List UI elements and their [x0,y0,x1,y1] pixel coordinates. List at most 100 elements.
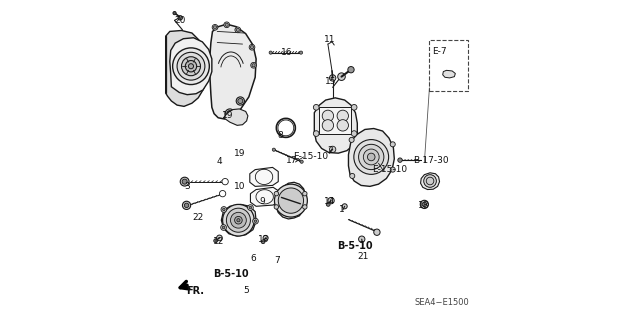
Text: 1: 1 [339,205,344,214]
Circle shape [212,25,218,30]
Circle shape [351,105,357,110]
Circle shape [326,203,330,206]
Text: 14: 14 [324,197,335,206]
Circle shape [354,140,388,174]
Circle shape [330,75,336,81]
Polygon shape [443,70,455,78]
Text: E-15-10: E-15-10 [372,165,407,174]
Polygon shape [166,31,211,106]
Text: FR.: FR. [186,286,204,296]
Circle shape [337,110,348,122]
Circle shape [223,208,225,211]
Circle shape [252,64,255,67]
Text: 12: 12 [212,237,224,246]
Text: 8: 8 [278,131,284,140]
Circle shape [300,160,303,163]
Circle shape [222,178,228,185]
Circle shape [424,175,436,187]
Circle shape [250,46,253,49]
Circle shape [214,239,218,243]
Circle shape [337,120,348,131]
Circle shape [230,212,246,228]
Text: B-17-30: B-17-30 [413,156,449,165]
Circle shape [303,191,307,196]
Circle shape [173,11,176,15]
Polygon shape [348,129,394,186]
Circle shape [272,148,275,151]
Circle shape [330,146,336,152]
Polygon shape [275,182,306,219]
Circle shape [180,177,189,186]
Circle shape [322,110,333,122]
Circle shape [269,51,272,54]
Text: 6: 6 [251,254,257,263]
Text: 9: 9 [260,197,266,206]
Circle shape [227,110,233,117]
Circle shape [358,236,365,242]
Circle shape [182,57,200,76]
Circle shape [364,149,379,165]
Circle shape [422,202,427,207]
Circle shape [348,67,354,73]
Circle shape [227,208,250,232]
Circle shape [447,71,452,77]
Text: 16: 16 [281,48,292,57]
Circle shape [338,73,346,80]
Circle shape [221,225,227,230]
Circle shape [367,153,375,161]
Circle shape [177,52,205,80]
Text: 7: 7 [275,256,280,264]
Text: B-5-10: B-5-10 [213,269,248,279]
Text: 19: 19 [222,111,234,120]
Polygon shape [319,107,351,134]
Circle shape [303,205,307,209]
Circle shape [358,144,384,170]
Text: E-15-10: E-15-10 [293,152,328,161]
Circle shape [253,218,259,224]
Circle shape [278,188,303,213]
Circle shape [182,179,187,184]
Circle shape [390,167,396,172]
Circle shape [274,205,278,209]
Circle shape [236,28,239,32]
Circle shape [322,120,333,131]
Circle shape [237,219,240,222]
Text: 17: 17 [287,156,298,165]
Circle shape [222,226,225,229]
Text: 20: 20 [175,16,186,25]
Circle shape [251,63,257,68]
Circle shape [236,97,244,105]
Text: 2: 2 [327,145,333,154]
Circle shape [300,51,303,54]
Circle shape [186,61,196,72]
Circle shape [314,105,319,110]
Circle shape [249,206,252,209]
Circle shape [263,235,268,241]
Text: 4: 4 [216,157,222,166]
Text: 10: 10 [234,182,245,191]
Circle shape [225,109,235,118]
Circle shape [374,229,380,235]
Polygon shape [250,187,279,206]
Polygon shape [250,167,278,186]
Polygon shape [223,109,248,125]
Text: 3: 3 [184,182,190,191]
Text: 19: 19 [234,149,245,158]
Circle shape [328,197,334,204]
Circle shape [420,200,428,209]
Circle shape [349,137,354,142]
Circle shape [349,174,355,178]
Text: SEA4−E1500: SEA4−E1500 [414,298,469,307]
Circle shape [314,131,319,137]
Circle shape [221,207,227,212]
Text: 22: 22 [193,212,204,222]
Circle shape [182,201,191,210]
Circle shape [225,23,228,26]
Circle shape [188,64,193,69]
Text: 21: 21 [357,252,369,261]
Text: E-7: E-7 [432,47,447,56]
Text: 15: 15 [325,77,337,85]
Circle shape [236,117,241,121]
Circle shape [342,204,347,209]
Circle shape [254,220,257,222]
